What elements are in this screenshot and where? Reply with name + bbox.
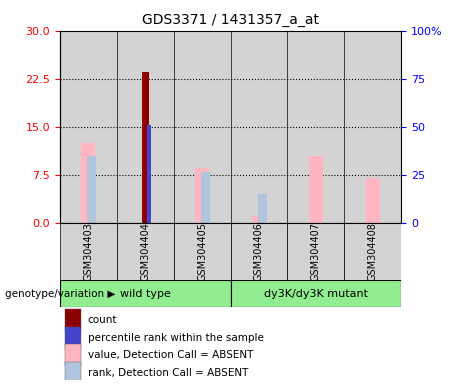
Bar xyxy=(60,31,117,223)
Bar xyxy=(201,172,210,223)
Bar xyxy=(344,31,401,223)
Bar xyxy=(287,31,344,223)
Bar xyxy=(60,280,230,307)
Text: value, Detection Call = ABSENT: value, Detection Call = ABSENT xyxy=(88,350,253,360)
Bar xyxy=(258,194,267,223)
Bar xyxy=(81,143,95,223)
Bar xyxy=(60,223,117,280)
Bar xyxy=(252,216,266,223)
Text: GSM304407: GSM304407 xyxy=(311,222,321,281)
Bar xyxy=(65,362,81,384)
Bar xyxy=(87,156,96,223)
Bar xyxy=(117,31,174,223)
Text: GSM304405: GSM304405 xyxy=(197,222,207,281)
Bar xyxy=(195,168,209,223)
Bar xyxy=(230,223,287,280)
Bar xyxy=(287,223,344,280)
Bar xyxy=(117,223,174,280)
Bar xyxy=(366,178,380,223)
Text: wild type: wild type xyxy=(120,289,171,299)
Bar xyxy=(65,310,81,331)
Text: GSM304406: GSM304406 xyxy=(254,222,264,281)
Text: count: count xyxy=(88,315,117,325)
Text: GSM304408: GSM304408 xyxy=(367,222,378,281)
Title: GDS3371 / 1431357_a_at: GDS3371 / 1431357_a_at xyxy=(142,13,319,27)
Text: GSM304404: GSM304404 xyxy=(140,222,150,281)
Bar xyxy=(65,327,81,349)
Bar xyxy=(230,280,401,307)
Text: GSM304403: GSM304403 xyxy=(83,222,94,281)
Text: rank, Detection Call = ABSENT: rank, Detection Call = ABSENT xyxy=(88,368,248,378)
Bar xyxy=(174,223,230,280)
Bar xyxy=(174,31,230,223)
Bar xyxy=(230,31,287,223)
Text: percentile rank within the sample: percentile rank within the sample xyxy=(88,333,264,343)
Bar xyxy=(142,72,148,223)
Text: genotype/variation ▶: genotype/variation ▶ xyxy=(5,289,115,299)
Bar xyxy=(147,126,152,223)
Bar xyxy=(344,223,401,280)
Bar xyxy=(65,344,81,366)
Bar xyxy=(309,156,323,223)
Text: dy3K/dy3K mutant: dy3K/dy3K mutant xyxy=(264,289,368,299)
